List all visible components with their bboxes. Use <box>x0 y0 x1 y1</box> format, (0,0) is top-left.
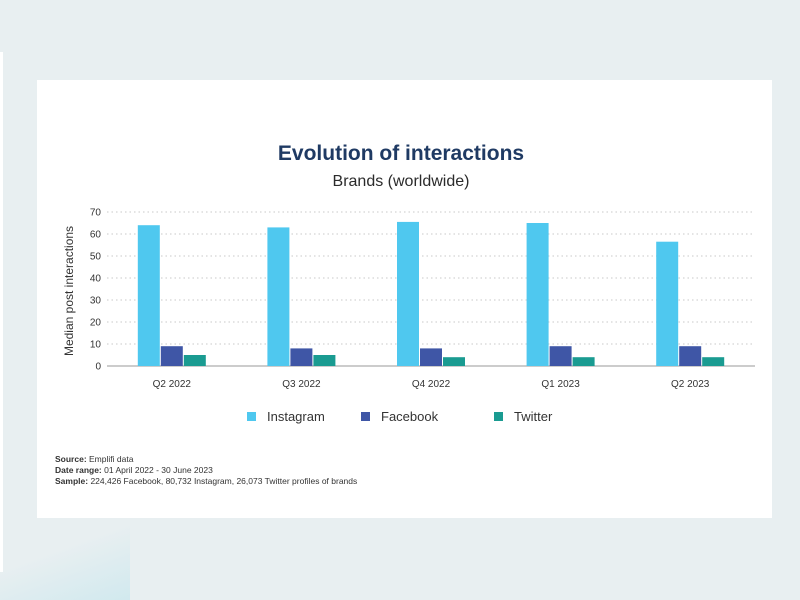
legend-label-twitter: Twitter <box>514 409 553 424</box>
chart-notes: Source: Emplifi data Date range: 01 Apri… <box>55 454 357 487</box>
source-note: Source: Emplifi data <box>55 454 357 465</box>
chart-svg: Evolution of interactions Brands (worldw… <box>62 142 755 424</box>
y-tick-label: 60 <box>90 230 102 241</box>
legend-label-instagram: Instagram <box>267 409 325 424</box>
chart-card: Evolution of interactions Brands (worldw… <box>37 80 772 518</box>
sample-note-label: Sample: <box>55 476 89 486</box>
label-layer: 0 10 20 30 40 50 60 70 Q2 2022 Q3 2022 Q4 2022 Q1 2… <box>90 208 710 391</box>
legend: Instagram Facebook Twitter <box>247 409 553 424</box>
bar-layer <box>137 221 725 366</box>
y-tick-label: 0 <box>95 362 101 373</box>
x-tick-label: Q2 2022 <box>153 379 192 390</box>
legend-label-facebook: Facebook <box>381 409 439 424</box>
x-tick-label: Q4 2022 <box>412 379 451 390</box>
bar-facebook <box>160 346 183 366</box>
x-tick-label: Q3 2022 <box>282 379 321 390</box>
y-tick-label: 20 <box>90 318 102 329</box>
bar-twitter <box>702 357 725 366</box>
bar-facebook <box>420 348 442 366</box>
bar-twitter <box>183 355 206 366</box>
bar-facebook <box>290 348 313 366</box>
left-edge-decoration <box>0 52 3 572</box>
bar-instagram <box>397 221 419 366</box>
source-note-label: Source: <box>55 454 87 464</box>
bar-twitter <box>443 357 465 366</box>
bar-instagram <box>267 227 290 366</box>
date-range-note-label: Date range: <box>55 465 102 475</box>
x-tick-label: Q1 2023 <box>541 379 580 390</box>
bar-twitter <box>313 355 336 366</box>
bar-instagram <box>656 241 679 366</box>
sample-note: Sample: 224,426 Facebook, 80,732 Instagr… <box>55 476 357 487</box>
legend-swatch-instagram <box>247 412 256 421</box>
bar-facebook <box>679 346 702 366</box>
sample-note-value: 224,426 Facebook, 80,732 Instagram, 26,0… <box>88 476 358 486</box>
date-range-note: Date range: 01 April 2022 - 30 June 2023 <box>55 465 357 476</box>
y-tick-label: 70 <box>90 208 102 219</box>
y-tick-label: 10 <box>90 340 102 351</box>
date-range-note-value: 01 April 2022 - 30 June 2023 <box>101 465 213 475</box>
chart-title: Evolution of interactions <box>278 142 524 165</box>
chart-subtitle: Brands (worldwide) <box>333 173 470 190</box>
y-tick-label: 30 <box>90 296 102 307</box>
source-note-value: Emplifi data <box>86 454 134 464</box>
y-tick-label: 40 <box>90 274 102 285</box>
legend-swatch-twitter <box>494 412 503 421</box>
grid-layer <box>107 211 755 367</box>
bar-facebook <box>549 346 572 366</box>
bar-twitter <box>572 357 595 366</box>
x-tick-label: Q2 2023 <box>671 379 710 390</box>
y-axis-label: Median post interactions <box>62 226 76 356</box>
bar-instagram <box>526 223 549 366</box>
legend-swatch-facebook <box>361 412 370 421</box>
bottom-corner-decoration <box>0 520 130 600</box>
bar-instagram <box>137 225 160 366</box>
y-tick-label: 50 <box>90 252 102 263</box>
